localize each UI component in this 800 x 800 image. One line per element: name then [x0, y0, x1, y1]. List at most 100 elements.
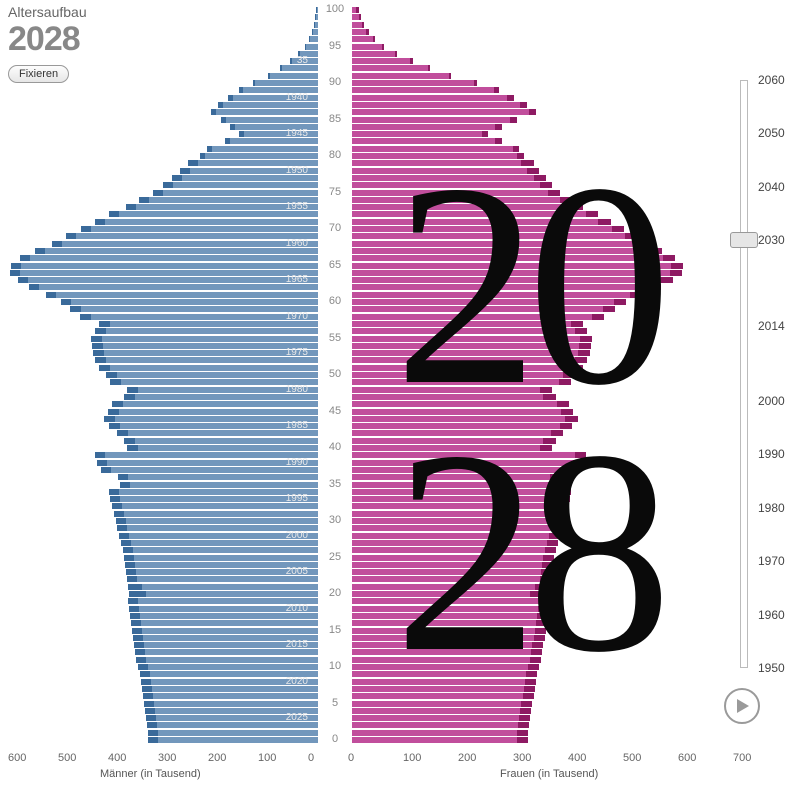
female-bar	[352, 489, 560, 495]
birthyear-label: 2005	[274, 566, 308, 577]
female-bar	[352, 511, 554, 517]
birthyear-label: 2010	[274, 603, 308, 614]
male-bar	[130, 482, 318, 488]
female-bar	[352, 65, 428, 71]
age-tick: 60	[320, 295, 350, 307]
birthyear-label: 1990	[274, 457, 308, 468]
birthyear-label: 1970	[274, 311, 308, 322]
male-bar	[212, 146, 318, 152]
slider-tick: 2060	[758, 73, 785, 87]
female-bar	[352, 58, 410, 64]
male-bar	[128, 474, 318, 480]
male-bar	[71, 299, 318, 305]
female-bar	[352, 642, 532, 648]
x-tick-female: 0	[348, 752, 354, 764]
age-tick: 90	[320, 76, 350, 88]
female-bar	[352, 452, 575, 458]
x-tick-female: 700	[733, 752, 751, 764]
female-bar	[352, 357, 575, 363]
male-bar	[110, 365, 318, 371]
female-bar	[352, 175, 534, 181]
female-bar	[352, 197, 560, 203]
male-bar	[158, 730, 318, 736]
slider-thumb[interactable]	[730, 232, 758, 248]
birthyear-label: 1940	[274, 92, 308, 103]
x-tick-female: 400	[568, 752, 586, 764]
age-tick: 65	[320, 259, 350, 271]
x-tick-male: 300	[158, 752, 176, 764]
female-bar	[352, 445, 540, 451]
female-bar	[352, 292, 630, 298]
birthyear-label: 1980	[274, 384, 308, 395]
male-bar	[226, 117, 318, 123]
slider-tick: 1990	[758, 447, 785, 461]
play-button[interactable]	[724, 688, 760, 724]
age-tick: 40	[320, 441, 350, 453]
age-tick: 20	[320, 587, 350, 599]
population-pyramid-chart: 0510152025303540455055606570758085909510…	[0, 0, 740, 780]
female-bar	[352, 708, 520, 714]
age-tick: 15	[320, 624, 350, 636]
slider-track[interactable]	[740, 80, 748, 668]
x-tick-female: 500	[623, 752, 641, 764]
female-bar	[352, 190, 548, 196]
female-bar	[352, 474, 550, 480]
x-tick-female: 100	[403, 752, 421, 764]
male-bar	[163, 190, 318, 196]
female-bar	[352, 547, 545, 553]
male-bar	[105, 219, 318, 225]
female-bar	[352, 584, 535, 590]
slider-tick: 2014	[758, 319, 785, 333]
female-bar	[352, 138, 495, 144]
x-tick-male: 200	[208, 752, 226, 764]
male-bar	[142, 584, 318, 590]
male-bar	[134, 555, 318, 561]
male-bar	[216, 109, 318, 115]
birthyear-label: 35	[274, 55, 308, 66]
female-bar	[352, 438, 543, 444]
female-bar	[352, 679, 525, 685]
female-bar	[352, 460, 573, 466]
female-bar	[352, 277, 661, 283]
female-axis-label: Frauen (in Tausend)	[500, 768, 598, 780]
female-bar	[352, 51, 395, 57]
female-bar	[352, 401, 557, 407]
male-axis-label: Männer (in Tausend)	[100, 768, 201, 780]
male-bar	[313, 29, 318, 35]
female-bar	[352, 562, 542, 568]
birthyear-label: 2015	[274, 639, 308, 650]
female-bar	[352, 693, 523, 699]
female-bar	[352, 328, 575, 334]
female-bar	[352, 168, 527, 174]
male-bar	[142, 628, 318, 634]
female-bar	[352, 182, 540, 188]
slider-tick: 2000	[758, 394, 785, 408]
female-bar	[352, 649, 531, 655]
male-bar	[223, 102, 318, 108]
birthyear-label: 2000	[274, 530, 308, 541]
male-bar	[148, 664, 318, 670]
slider-tick: 2050	[758, 126, 785, 140]
male-bar	[140, 613, 318, 619]
birthyear-label: 1955	[274, 201, 308, 212]
age-tick: 30	[320, 514, 350, 526]
female-bar	[352, 36, 373, 42]
female-bar	[352, 722, 518, 728]
age-tick: 75	[320, 186, 350, 198]
female-bar	[352, 496, 559, 502]
male-bar	[126, 518, 318, 524]
x-tick-male: 0	[308, 752, 314, 764]
birthyear-label: 1975	[274, 347, 308, 358]
male-bar	[110, 321, 318, 327]
birthyear-label: 1950	[274, 165, 308, 176]
birthyear-label: 1985	[274, 420, 308, 431]
age-tick: 55	[320, 332, 350, 344]
x-tick-male: 400	[108, 752, 126, 764]
age-tick: 100	[320, 3, 350, 15]
female-bar	[352, 635, 534, 641]
female-bar	[352, 255, 663, 261]
age-tick: 45	[320, 405, 350, 417]
female-bar	[352, 394, 543, 400]
female-bar	[352, 146, 513, 152]
male-bar	[146, 591, 318, 597]
